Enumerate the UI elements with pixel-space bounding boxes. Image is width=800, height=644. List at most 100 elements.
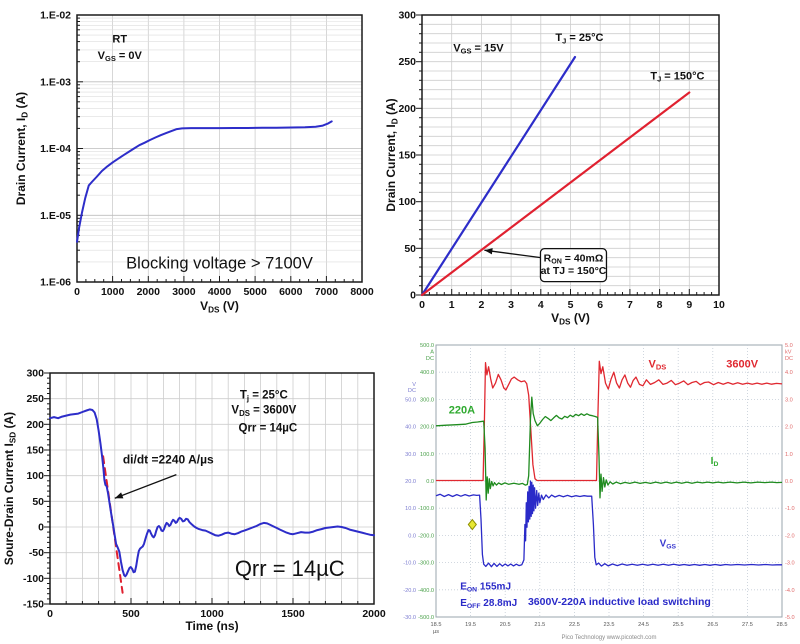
x-axis-title: VDS (V) [551, 311, 590, 326]
x-tick-label: 1000 [200, 608, 224, 620]
scope-annotation: VDS [649, 358, 667, 371]
leakage-current-trace [76, 120, 333, 243]
scope-tick-label: 5.0 [785, 343, 793, 349]
annotation-arrow [114, 474, 177, 499]
y-tick-label: 0 [38, 522, 44, 534]
scope-tick-label: -200.0 [418, 533, 434, 539]
y-tick-label: 100 [26, 470, 44, 482]
y-tick-label: 150 [398, 150, 416, 162]
y-tick-label: 250 [26, 393, 44, 405]
scope-tick-label: -100.0 [418, 506, 434, 512]
y-axis-title: Soure-Drain Current ISD (A) [2, 412, 17, 565]
chart-annotation: Tj = 25°C [240, 390, 288, 403]
time-tick-label: 19.5 [465, 622, 476, 628]
y-tick-label: 50 [32, 496, 44, 508]
chart-annotation: VGS = 15V [453, 42, 504, 55]
blocking-voltage-chart: 0 1000 2000 3000 4000 5000 6000 7000 8000 1.E-02 1… [14, 10, 374, 315]
chart-annotation: VDS = 3600V [231, 405, 296, 418]
x-tick-label: 2000 [362, 608, 386, 620]
y-tick-label: 150 [26, 445, 44, 457]
scope-tick-label: 10.0 [405, 506, 416, 512]
scope-tick-label: 200.0 [420, 425, 434, 431]
tj-25c-line [420, 55, 577, 297]
x-tick-label: 8000 [350, 286, 374, 298]
vgs-trace [435, 480, 782, 568]
scope-annotation: 3600V [726, 358, 758, 370]
scope-annotation: VGS [660, 538, 677, 550]
scope-axis-unit: DC [426, 356, 434, 362]
scope-tick-label: 20.0 [405, 479, 416, 485]
scope-tick-label: 1.0 [785, 452, 793, 458]
callout-box-line: at TJ = 150°C [541, 265, 607, 277]
time-tick-label: 27.5 [742, 622, 753, 628]
y-tick-label: -150 [23, 599, 44, 611]
x-tick-label: 0 [419, 299, 425, 311]
scope-tick-label: 500.0 [420, 343, 434, 349]
y-tick-label: 300 [26, 368, 44, 380]
x-tick-label: 5000 [243, 286, 267, 298]
scope-tick-label: 2.0 [785, 425, 793, 431]
time-tick-label: 22.5 [569, 622, 580, 628]
y-tick-label: 0 [410, 290, 416, 302]
time-tick-label: 23.5 [604, 622, 615, 628]
scope-tick-label: -500.0 [418, 615, 434, 621]
plot-frame [421, 14, 720, 296]
scope-annotation: 3600V-220A inductive load switching [528, 596, 711, 608]
red-kv-axis: -5.0 -4.0 -3.0 -2.0 -1.0 0.0 1.0 2.0 3.0 4.0 5.0kV… [785, 343, 795, 621]
scope-footer: Pico Technology www.picotech.com [562, 635, 657, 641]
reverse-recovery-chart: 0 500 1000 1500 2000300250200150100500-50-10… [2, 368, 386, 634]
x-tick-label: 5 [568, 299, 574, 311]
x-tick-label: 10 [713, 299, 725, 311]
x-tick-label: 9 [686, 299, 692, 311]
time-tick-label: 18.5 [431, 622, 442, 628]
time-tick-label: 24.5 [638, 622, 649, 628]
axes: 0 1 2 3 4 5 6 7 8 9 10 300 250 200 150 100 50 0 [398, 10, 725, 312]
y-tick-label: 1.E-03 [40, 76, 71, 88]
on-state-chart: 0 1 2 3 4 5 6 7 8 9 10 300 250 200 150 100 50 0 VDS (V) Dra… [384, 10, 725, 327]
blue-voltage-axis: -30.0 -20.0 -10.0 0.0 10.0 20.0 30.0 40.0 50.0 VD… [403, 382, 416, 621]
time-tick-label: 26.5 [707, 622, 718, 628]
green-current-axis: -500.0 -400.0 -300.0 -200.0 -100.0 0.0 100.0 20… [418, 343, 434, 621]
x-tick-label: 1000 [101, 286, 125, 298]
scope-tick-label: -5.0 [785, 615, 795, 621]
scope-tick-label: -1.0 [785, 506, 795, 512]
x-tick-label: 1500 [281, 608, 305, 620]
x-axis-title: VDS (V) [200, 299, 239, 314]
y-tick-label: 1.E-06 [40, 277, 71, 289]
y-tick-label: 300 [398, 10, 416, 22]
x-tick-label: 0 [47, 608, 53, 620]
scope-tick-label: -4.0 [785, 588, 795, 594]
y-tick-label: -50 [29, 547, 44, 559]
y-tick-label: 1.E-02 [40, 10, 71, 22]
time-tick-label: 25.5 [673, 622, 684, 628]
x-tick-label: 3000 [172, 286, 196, 298]
scope-axis-unit: kV [785, 350, 792, 356]
oscilloscope-panel: -500.0 -400.0 -300.0 -200.0 -100.0 0.0 100.0 20… [400, 330, 800, 644]
scope-tick-label: 0.0 [408, 533, 416, 539]
x-tick-label: 500 [122, 608, 140, 620]
chart-annotation: TJ = 150°C [650, 70, 704, 83]
x-axis-title: Time (ns) [185, 619, 238, 633]
chart-annotation: RT [112, 33, 127, 45]
x-tick-label: 6000 [279, 286, 303, 298]
di-dt-slope-line [102, 455, 124, 594]
x-tick-label: 2 [478, 299, 484, 311]
y-tick-label: 200 [26, 419, 44, 431]
blocking-voltage-chart-panel: 0 1000 2000 3000 4000 5000 6000 7000 8000 1.E-02 1… [0, 0, 400, 330]
cursor-diamond-marker [467, 518, 477, 531]
y-tick-label: 1.E-05 [40, 210, 71, 222]
x-tick-label: 3 [508, 299, 514, 311]
scope-tick-label: 3.0 [785, 397, 793, 403]
grid [77, 15, 362, 282]
scope-axis-unit: A [430, 350, 434, 356]
annotation-arrow [484, 249, 541, 259]
x-tick-label: 4000 [208, 286, 232, 298]
axes: 0 1000 2000 3000 4000 5000 6000 7000 8000 1.E-02 1… [40, 10, 374, 299]
chart-annotation: VGS = 0V [98, 50, 143, 63]
chart-annotation: Qrr = 14µC [235, 556, 345, 581]
scope-tick-label: 4.0 [785, 370, 793, 376]
scope-axis-unit: V [412, 382, 416, 388]
scope-axis-unit: DC [408, 388, 416, 394]
scope-annotation: ID [711, 456, 719, 468]
